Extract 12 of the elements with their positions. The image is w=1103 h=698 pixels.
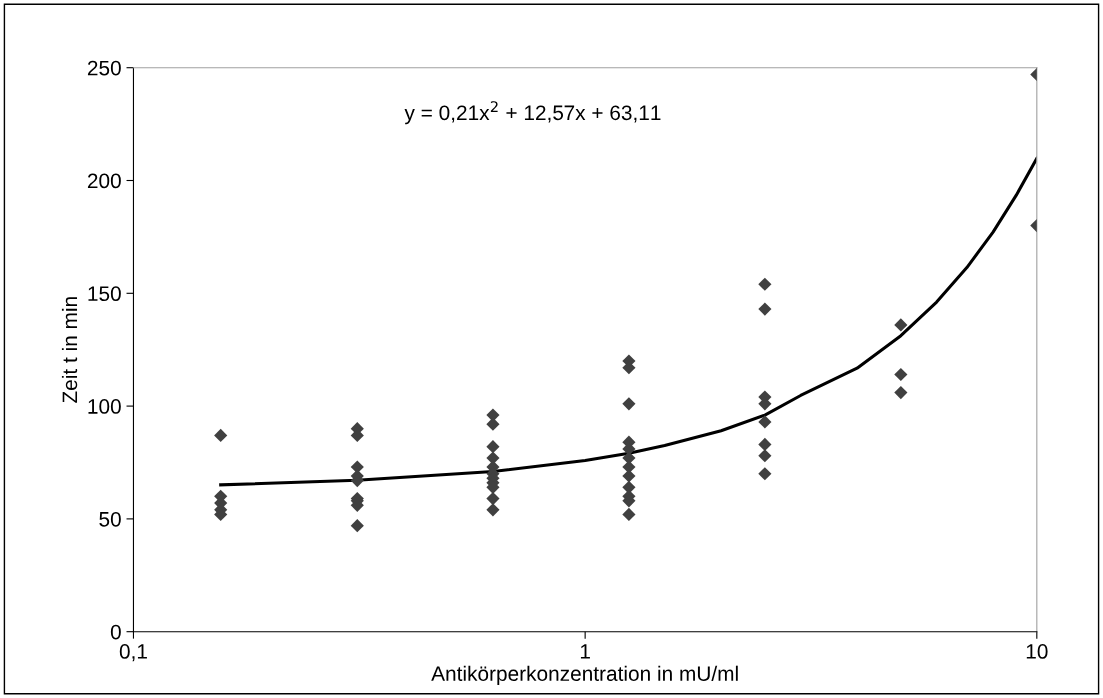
y-axis-title: Zeit t in min — [61, 297, 78, 403]
y-tick-label: 100 — [88, 399, 121, 414]
x-tick-label: 1 — [580, 644, 590, 659]
y-tick-label: 150 — [88, 286, 121, 302]
y-tick-label: 0 — [110, 624, 121, 640]
y-tick-label: 50 — [99, 511, 121, 527]
x-axis-title: Antikörperkonzentration in mU/ml — [431, 665, 738, 686]
annotation: y = 0,21x$^{2}$ + 12,57x + 63,11 — [404, 101, 661, 125]
x-tick-label: 0,1 — [119, 644, 147, 662]
y-tick-label: 250 — [87, 60, 121, 76]
y-tick-label: 200 — [87, 173, 121, 189]
x-tick-label: 10 — [1026, 644, 1048, 659]
